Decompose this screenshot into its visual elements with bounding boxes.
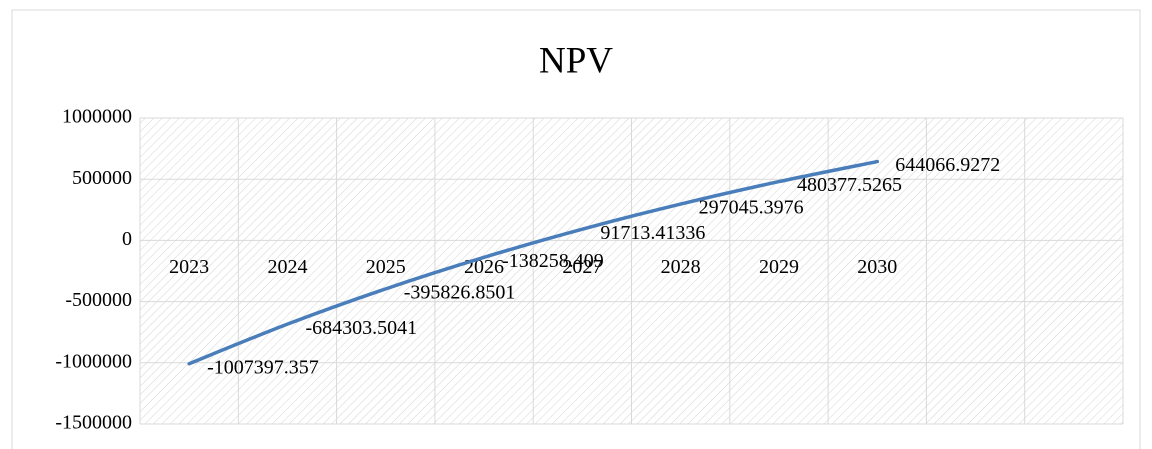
chart-title: NPV	[539, 40, 613, 81]
x-tick-label: 2027	[562, 256, 602, 278]
data-label: 644066.9272	[895, 154, 1000, 176]
x-tick-label: 2029	[759, 256, 799, 278]
data-label: 91713.41336	[600, 222, 705, 244]
x-tick-label: 2028	[661, 256, 701, 278]
x-tick-label: 2023	[169, 256, 209, 278]
data-label: 480377.5265	[797, 174, 902, 196]
x-tick-label: 2026	[464, 256, 504, 278]
y-tick-label: -1500000	[55, 412, 132, 434]
data-label: 297045.3976	[699, 197, 804, 219]
x-tick-label: 2025	[366, 256, 406, 278]
y-tick-label: -500000	[65, 289, 132, 311]
data-label: -1007397.357	[207, 356, 319, 378]
x-tick-label: 2030	[857, 256, 897, 278]
data-label: -395826.8501	[404, 281, 516, 303]
data-label: -684303.5041	[305, 317, 417, 339]
y-tick-label: 1000000	[62, 106, 132, 128]
y-tick-label: 0	[122, 228, 132, 250]
y-tick-label: 500000	[72, 167, 132, 189]
series-line	[187, 159, 879, 366]
data-label: -138258.409	[502, 250, 604, 272]
y-tick-label: -1000000	[55, 350, 132, 372]
x-tick-label: 2024	[267, 256, 307, 278]
